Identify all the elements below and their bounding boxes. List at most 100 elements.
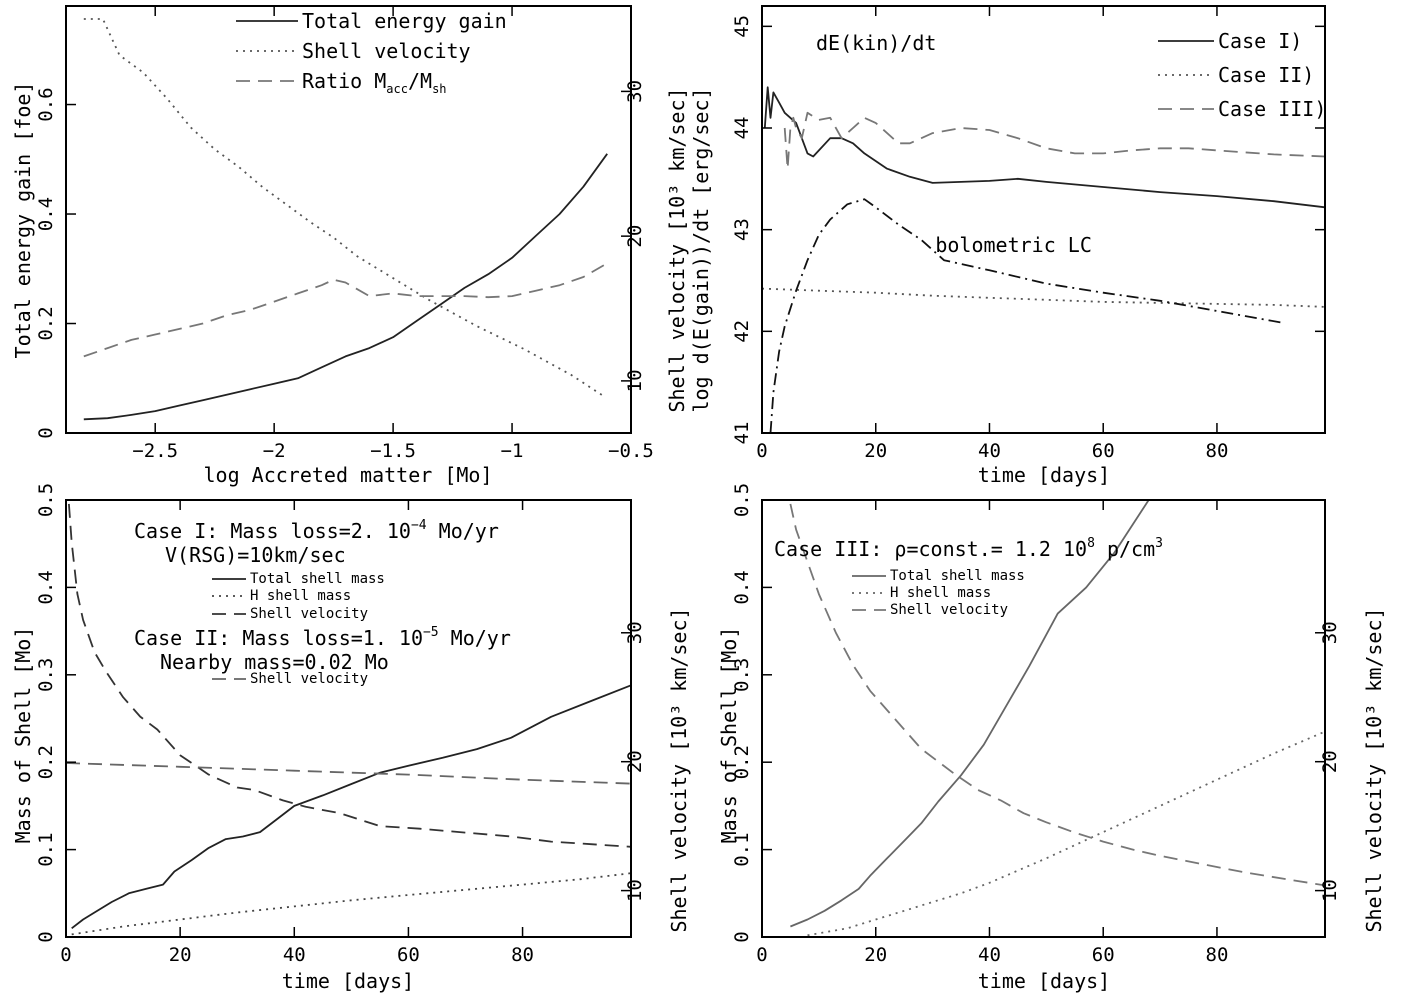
legend-label: Total shell mass <box>890 568 1025 584</box>
y-tick-label: 0 <box>35 427 57 438</box>
annotation-text: Case I: Mass loss=2. 10−4 Mo/yr <box>134 518 499 543</box>
panel-bottom-right-ylabel: Mass of Shell [Mo] <box>717 627 741 844</box>
annotation-text: V(RSG)=10km/sec <box>165 543 346 567</box>
panel-top-left: −2.5 −2 −1.5 −1 −0.5 0 0.2 0.4 0.6 10 20 30 log Acc… <box>11 5 689 487</box>
x-tick-label: 40 <box>978 944 1001 966</box>
annotation-text: bolometric LC <box>935 233 1092 257</box>
legend-label: H shell mass <box>250 588 351 604</box>
panel-bottom-left: 0 20 40 60 80 0 0.1 0.2 0.3 0.4 0.5 10 20 30 time [da… <box>11 483 691 993</box>
annotation-text: Case II: Mass loss=1. 10−5 Mo/yr <box>134 625 511 650</box>
y-tick-label: 43 <box>731 218 753 241</box>
y-tick-label: 0.3 <box>35 658 57 692</box>
x-tick-label: 0 <box>756 440 767 462</box>
legend-label: Case III) <box>1218 97 1326 121</box>
panel-bottom-right-annotations: Case III: ρ=const.= 1.2 108 p/cm3 <box>774 536 1163 561</box>
panel-top-right-frame <box>761 5 1326 434</box>
series-line-0-0 <box>83 153 608 421</box>
legend-label: Shell velocity <box>250 671 368 687</box>
panel-top-right-xlabel: time [days] <box>978 463 1110 487</box>
series-line-3-0 <box>790 500 1150 928</box>
panel-top-left-xlabel: log Accreted matter [Mo] <box>204 463 493 487</box>
panel-bottom-right-frame <box>761 499 1326 938</box>
series-line-0-2 <box>83 262 608 358</box>
panel-top-left-series <box>83 18 608 421</box>
y-tick-label: 0.1 <box>731 832 753 866</box>
y-tick-label: 0.4 <box>35 197 57 231</box>
series-line-2-2 <box>68 503 631 848</box>
y-tick-label: 0 <box>35 931 57 942</box>
panel-bottom-right-series <box>789 500 1325 937</box>
y-tick-label-right: 20 <box>624 750 646 773</box>
legend-label: Shell velocity <box>890 602 1008 618</box>
series-line-3-1 <box>807 730 1325 937</box>
y-tick-label: 0 <box>731 931 753 942</box>
panel-bottom-left-series <box>66 503 631 936</box>
y-tick-label: 0.2 <box>731 745 753 779</box>
panel-bottom-left-frame <box>65 499 632 938</box>
x-tick-label: 60 <box>1092 944 1115 966</box>
x-tick-label: 80 <box>1206 440 1229 462</box>
x-tick-label: 0 <box>756 944 767 966</box>
x-tick-label: −1 <box>501 440 524 462</box>
panel-bottom-right-xlabel: time [days] <box>978 969 1110 993</box>
x-tick-label: 40 <box>978 440 1001 462</box>
panel-top-left-ylabel: Total energy gain [foe] <box>11 82 35 359</box>
x-tick-label: 20 <box>169 944 192 966</box>
legend-label: Shell velocity <box>302 39 471 63</box>
y-tick-label: 45 <box>731 15 753 38</box>
panel-top-left-ylabel-right: Shell velocity [10³ km/sec] <box>665 87 689 412</box>
y-tick-label-right: 30 <box>1319 621 1341 644</box>
x-tick-label: 0 <box>60 944 71 966</box>
panel-bottom-right-axes: 0 20 40 60 80 0 0.1 0.2 0.3 0.4 0.5 10 20 30 <box>731 483 1341 966</box>
panel-top-left-legend: Total energy gain Shell velocity Ratio Mac… <box>236 9 507 96</box>
panel-bottom-right-ylabel-right: Shell velocity [10³ km/sec] <box>1362 607 1386 932</box>
panel-top-left-axes: −2.5 −2 −1.5 −1 −0.5 0 0.2 0.4 0.6 10 20 30 <box>35 6 654 462</box>
y-tick-label: 42 <box>731 320 753 343</box>
y-tick-label-right: 10 <box>1319 879 1341 902</box>
y-tick-label: 0.5 <box>731 483 753 517</box>
legend-label: Ratio Macc/Msh <box>302 69 447 96</box>
y-tick-label-right: 30 <box>624 80 646 103</box>
series-line-2-1 <box>71 872 631 936</box>
x-tick-label: −0.5 <box>608 440 654 462</box>
series-line-3-2 <box>789 503 1325 887</box>
series-line-1-0 <box>763 86 1325 209</box>
y-tick-label-right: 20 <box>1319 750 1341 773</box>
panel-top-right-axes: 0 20 40 60 80 41 42 43 44 45 <box>731 6 1325 462</box>
y-tick-label: 0.6 <box>35 87 57 121</box>
panel-top-right-ylabel: log d(E(gain))/dt [erg/sec] <box>689 87 713 412</box>
series-line-2-0 <box>71 684 631 930</box>
panel-top-left-frame <box>65 5 632 434</box>
x-tick-label: 60 <box>397 944 420 966</box>
panel-bottom-left-annotations: Case I: Mass loss=2. 10−4 Mo/yrV(RSG)=10… <box>134 518 511 674</box>
y-tick-label-right: 10 <box>624 879 646 902</box>
legend-label: Case I) <box>1218 29 1302 53</box>
y-tick-label: 41 <box>731 422 753 445</box>
panel-bottom-right: 0 20 40 60 80 0 0.1 0.2 0.3 0.4 0.5 10 20 30 time [da… <box>717 483 1386 993</box>
y-tick-label: 0.1 <box>35 832 57 866</box>
y-tick-label: 0.2 <box>35 306 57 340</box>
legend-label: Shell velocity <box>250 606 368 622</box>
legend-label: Total shell mass <box>250 571 385 587</box>
panel-top-right-legend: Case I) Case II) Case III) <box>1158 29 1326 121</box>
x-tick-label: 20 <box>864 944 887 966</box>
panel-bottom-left-ylabel: Mass of Shell [Mo] <box>11 627 35 844</box>
annotation-text: Case III: ρ=const.= 1.2 108 p/cm3 <box>774 536 1163 561</box>
y-tick-label: 0.4 <box>731 570 753 604</box>
x-tick-label: 60 <box>1092 440 1115 462</box>
series-line-1-3 <box>769 198 1286 433</box>
y-tick-label: 0.5 <box>35 483 57 517</box>
annotation-text: Nearby mass=0.02 Mo <box>160 650 389 674</box>
panel-bottom-left-axes: 0 20 40 60 80 0 0.1 0.2 0.3 0.4 0.5 10 20 30 <box>35 483 646 966</box>
y-tick-label: 0.3 <box>731 658 753 692</box>
x-tick-label: 40 <box>283 944 306 966</box>
x-tick-label: −1.5 <box>370 440 416 462</box>
panel-bottom-left-ylabel-right: Shell velocity [10³ km/sec] <box>667 607 691 932</box>
y-tick-label: 0.4 <box>35 570 57 604</box>
panel-top-right-annotations: bolometric LC <box>935 233 1092 257</box>
x-tick-label: 80 <box>1206 944 1229 966</box>
panel-top-right-title: dE(kin)/dt <box>816 31 936 55</box>
y-tick-label: 44 <box>731 117 753 140</box>
